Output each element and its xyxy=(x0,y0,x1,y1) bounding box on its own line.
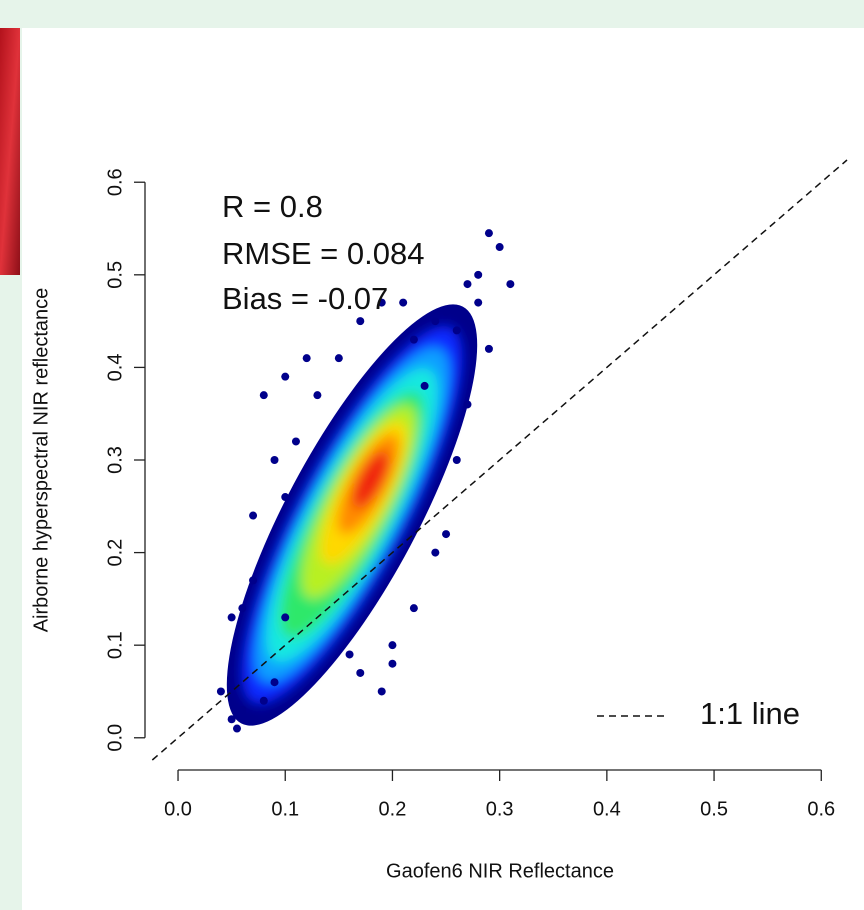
plot-area xyxy=(216,229,515,733)
point xyxy=(238,706,247,714)
annotation: R = 0.8 xyxy=(222,189,323,224)
point xyxy=(399,298,408,307)
point xyxy=(388,641,397,650)
point xyxy=(495,243,504,252)
point xyxy=(302,354,311,363)
point xyxy=(452,456,461,464)
point xyxy=(313,391,322,400)
y-tick-label: 0.1 xyxy=(104,631,126,659)
point xyxy=(463,400,472,409)
x-tick-label: 0.1 xyxy=(271,798,299,820)
point xyxy=(216,687,225,696)
y-tick-label: 0.0 xyxy=(104,724,126,752)
point xyxy=(409,604,418,613)
point xyxy=(356,668,365,677)
point xyxy=(431,548,440,557)
point xyxy=(420,381,429,390)
annotation: RMSE = 0.084 xyxy=(222,236,424,271)
point xyxy=(484,344,493,353)
y-tick-label: 0.2 xyxy=(104,539,126,567)
point xyxy=(442,530,451,539)
point xyxy=(377,687,386,696)
point xyxy=(249,576,258,585)
point xyxy=(463,280,472,289)
point xyxy=(345,650,354,659)
point xyxy=(442,307,451,316)
point xyxy=(377,298,386,307)
point xyxy=(281,613,290,622)
point xyxy=(388,659,397,668)
point xyxy=(249,511,258,520)
legend-label: 1:1 line xyxy=(700,696,800,731)
point xyxy=(270,678,279,687)
point xyxy=(232,724,241,733)
point xyxy=(506,280,515,289)
point xyxy=(474,270,483,279)
point xyxy=(227,715,236,724)
point xyxy=(356,317,365,326)
y-tick-label: 0.4 xyxy=(104,354,126,382)
point xyxy=(238,604,247,613)
point xyxy=(281,372,290,381)
x-tick-label: 0.5 xyxy=(700,798,728,820)
x-tick-label: 0.2 xyxy=(379,798,407,820)
x-tick-label: 0.6 xyxy=(807,798,835,820)
point xyxy=(281,493,290,502)
y-tick-label: 0.3 xyxy=(104,446,126,474)
x-tick-label: 0.0 xyxy=(164,798,192,820)
x-tick-label: 0.4 xyxy=(593,798,621,820)
point xyxy=(452,326,461,335)
point xyxy=(474,298,483,307)
x-axis-title: Gaofen6 NIR Reflectance xyxy=(386,860,614,882)
x-tick-label: 0.3 xyxy=(486,798,514,820)
y-tick-label: 0.5 xyxy=(104,261,126,289)
y-tick-label: 0.6 xyxy=(104,168,126,196)
point xyxy=(249,715,258,724)
point xyxy=(409,335,418,344)
point xyxy=(227,613,236,622)
point xyxy=(334,354,343,363)
annotation: Bias = -0.07 xyxy=(222,281,388,316)
point xyxy=(270,456,279,464)
point xyxy=(259,391,268,400)
point xyxy=(431,317,440,326)
point xyxy=(291,437,300,446)
image-strip xyxy=(0,28,20,275)
density-cloud xyxy=(226,304,478,726)
point xyxy=(484,229,493,238)
point xyxy=(259,696,268,705)
reference-line xyxy=(151,159,848,761)
y-axis-title: Airborne hyperspectral NIR reflectance xyxy=(30,288,52,633)
